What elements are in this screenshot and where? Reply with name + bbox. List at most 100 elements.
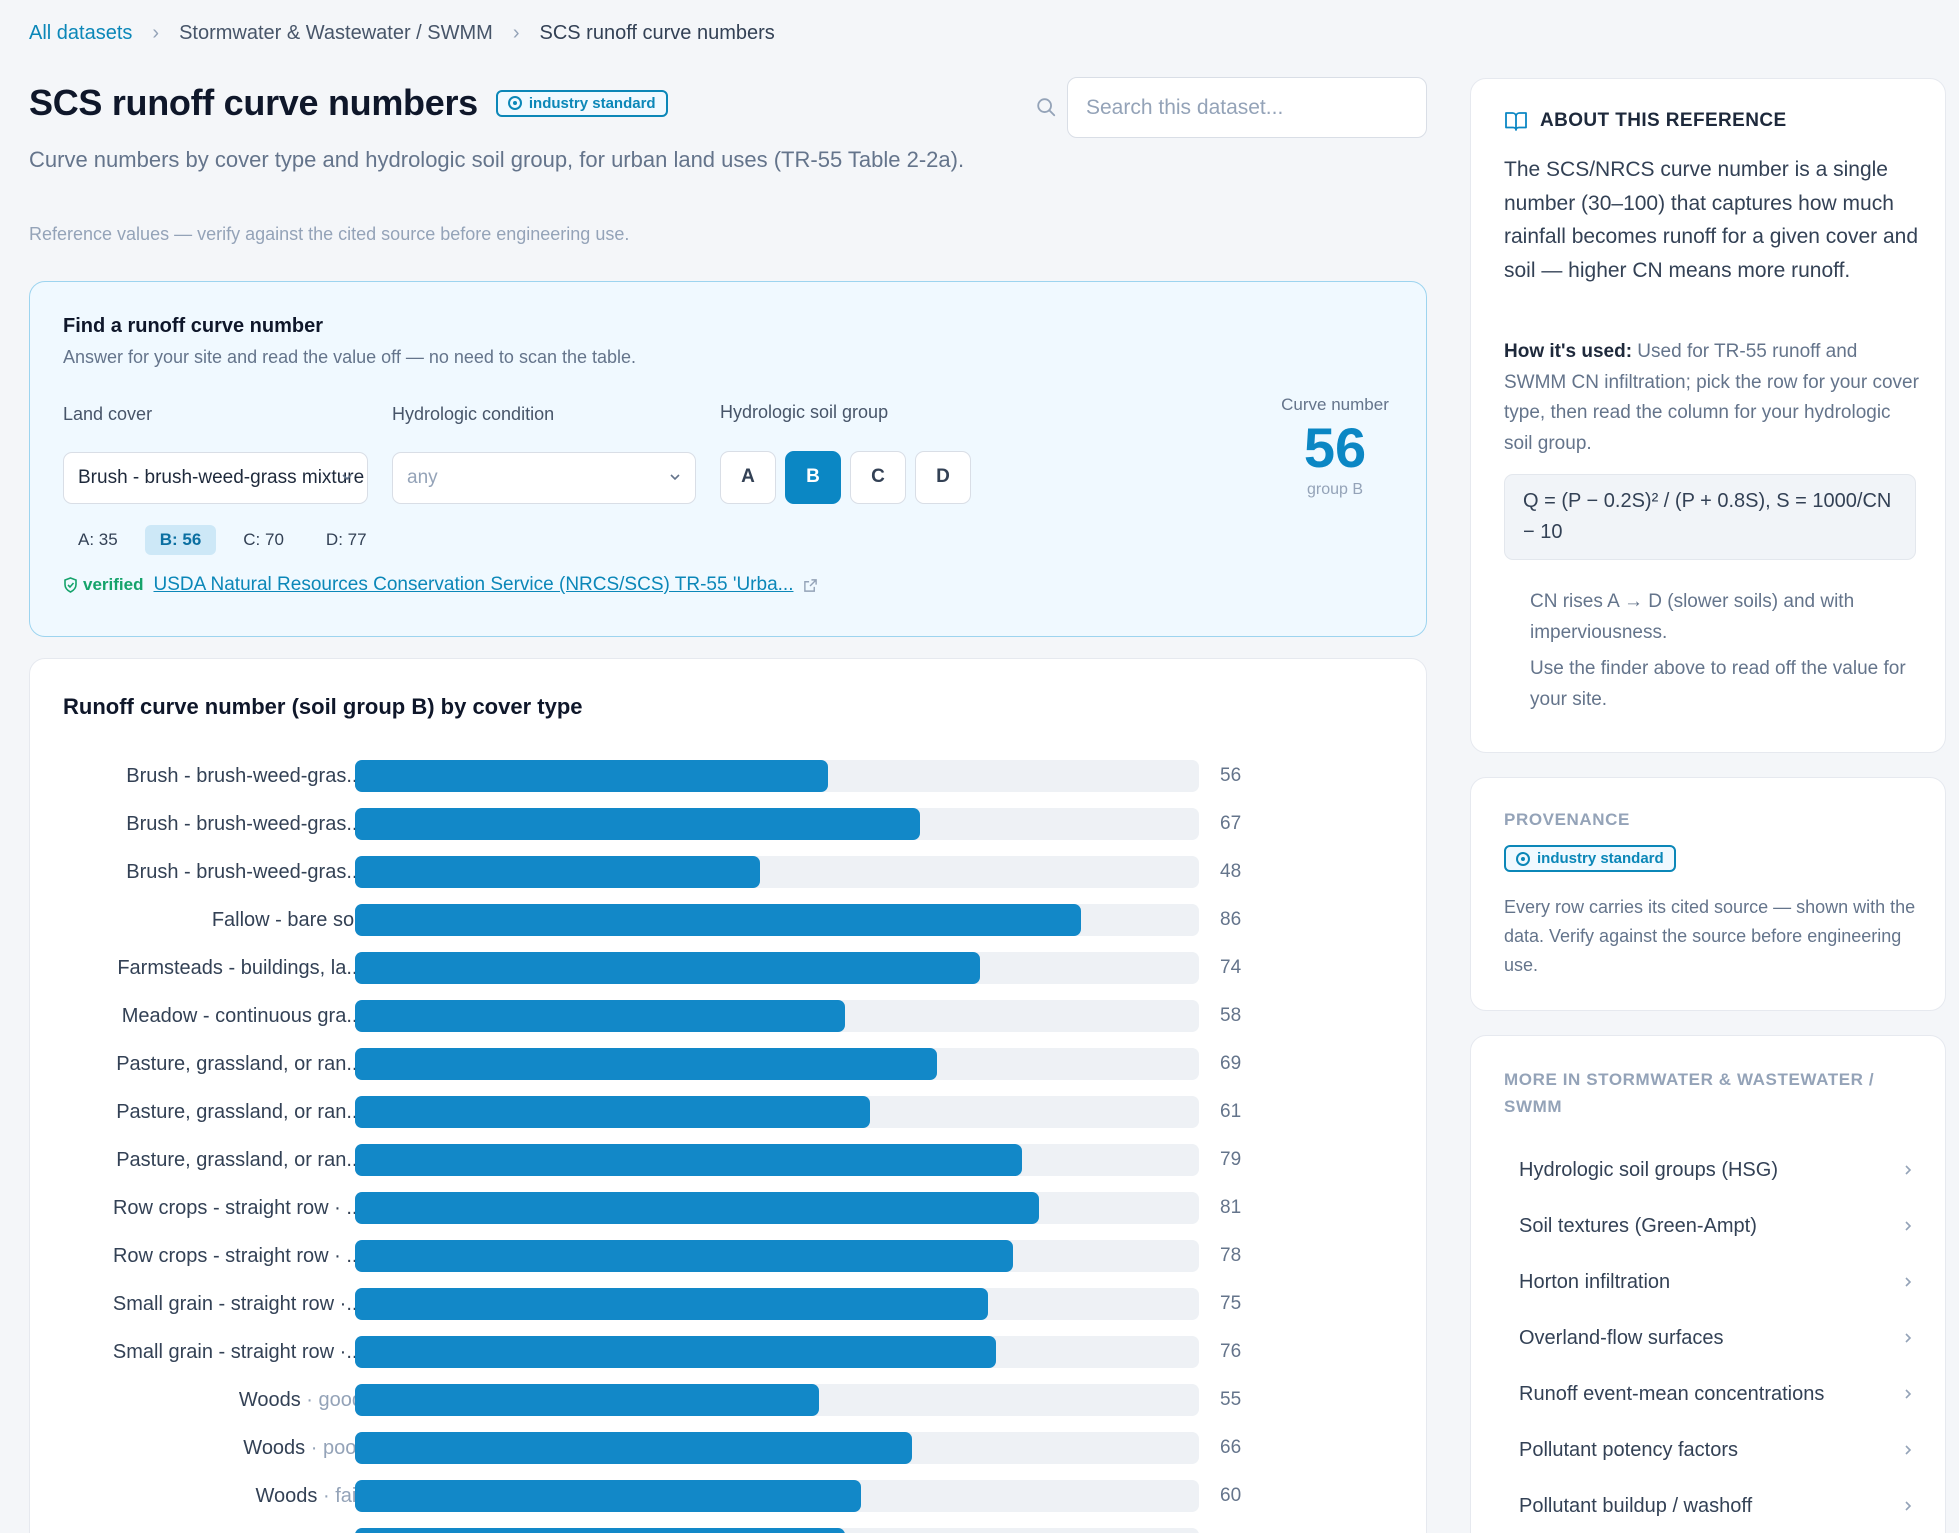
condition-select[interactable]: any (392, 452, 696, 504)
chart-bar (355, 1240, 1013, 1272)
chart-bar-value: 81 (1220, 1197, 1242, 1218)
page-subtitle: Curve numbers by cover type and hydrolog… (29, 147, 965, 172)
soil-group-label: Hydrologic soil group (720, 402, 889, 422)
about-heading: ABOUT THIS REFERENCE (1504, 110, 1787, 132)
chart-category-label: Pasture, grassland, or ran... (63, 1143, 363, 1177)
source-link[interactable]: USDA Natural Resources Conservation Serv… (153, 574, 794, 595)
title-row: SCS runoff curve numbers industry standa… (29, 82, 668, 124)
breadcrumb-root-link[interactable]: All datasets (29, 22, 133, 44)
chart-bar-track (355, 1192, 1199, 1224)
provenance-heading: PROVENANCE (1504, 810, 1630, 829)
chevron-right-icon (1905, 1165, 1912, 1175)
provenance-body: Every row carries its cited source — sho… (1504, 897, 1916, 975)
related-dataset-link[interactable]: Pollutant potency factors (1504, 1426, 1914, 1474)
chart-category-name: Brush - brush-weed-gras... (126, 765, 363, 787)
chart-bar-value: 76 (1220, 1341, 1242, 1362)
about-body: The SCS/NRCS curve number is a single nu… (1504, 158, 1919, 282)
chart-category-label: Woods-grass combination... (63, 1527, 363, 1533)
chip-group-a: A: 35 (78, 530, 118, 549)
chevron-down-icon (342, 474, 352, 481)
chart-bar-row: Row crops - straight row · ... 78 (30, 1239, 1428, 1273)
more-datasets-card: MORE IN STORMWATER & WASTEWATER / SWMM H… (1470, 1035, 1946, 1533)
result-label: Curve number (1281, 395, 1389, 414)
chip-group-b: B: 56 (144, 525, 217, 555)
chart-bar-track (355, 1096, 1199, 1128)
disclaimer: Reference values — verify against the ci… (29, 224, 630, 244)
chart-bar-value: 67 (1220, 813, 1242, 834)
related-dataset-link[interactable]: Soil textures (Green-Ampt) (1504, 1202, 1914, 1250)
chart-category-name: Fallow - bare soil (211, 909, 363, 931)
chart-bar-value: 78 (1220, 1245, 1242, 1266)
soil-group-d-button[interactable]: D (915, 451, 971, 504)
related-dataset-link[interactable]: Horton infiltration (1504, 1258, 1914, 1306)
curve-number-finder: Find a runoff curve number Answer for yo… (29, 281, 1427, 637)
chart-bar-track (355, 856, 1199, 888)
chart-category-name: Brush - brush-weed-gras... (126, 861, 363, 883)
note-cn-rises: CN rises A → D (slower soils) and with i… (1530, 591, 1855, 643)
land-cover-label: Land cover (63, 404, 153, 424)
search-input[interactable] (1067, 77, 1427, 138)
chart-bar-track (355, 1432, 1199, 1464)
chip-group-d: D: 77 (325, 530, 367, 549)
chart-bar-track (355, 760, 1199, 792)
chart-category-label: Woods · fair (63, 1479, 363, 1513)
standard-icon (507, 96, 522, 110)
condition-value: any (407, 467, 438, 488)
chart-bar-row: Farmsteads - buildings, la... 74 (30, 951, 1428, 985)
chart-category-name: Small grain - straight row ·... (112, 1293, 363, 1315)
group-value-chips: A: 35 B: 56 C: 70 D: 77 (63, 525, 382, 555)
chart-bar (355, 1144, 1022, 1176)
verified-label: verified (83, 575, 144, 594)
how-used-text: Used for TR-55 runoff and SWMM CN infilt… (1504, 341, 1919, 454)
chart-category-name: Meadow - continuous gra... (121, 1005, 363, 1027)
chart-category-name: Woods (255, 1485, 318, 1507)
chart-bar (355, 952, 980, 984)
chart-category-name: Row crops - straight row · ... (112, 1245, 363, 1267)
chart-category-label: Brush - brush-weed-gras... (63, 855, 363, 889)
chart-bar-row: Brush - brush-weed-gras... 56 (30, 759, 1428, 793)
chart-bar (355, 1048, 937, 1080)
chevron-right-icon (1905, 1445, 1912, 1455)
chart-bar-value: 61 (1220, 1101, 1242, 1122)
chart-bar (355, 808, 920, 840)
related-dataset-label: Overland-flow surfaces (1519, 1327, 1724, 1349)
breadcrumb-parent-link[interactable]: Stormwater & Wastewater / SWMM (179, 22, 493, 44)
external-link-icon[interactable] (803, 578, 818, 593)
book-open-icon (1505, 112, 1527, 131)
chart-category-separator: · (305, 1437, 323, 1459)
chart-bar-value: 86 (1220, 909, 1242, 930)
related-dataset-link[interactable]: Overland-flow surfaces (1504, 1314, 1914, 1362)
soil-group-b-button[interactable]: B (785, 451, 841, 504)
chart-bar-row: Row crops - straight row · ... 81 (30, 1191, 1428, 1225)
chart-bar-row: Small grain - straight row ·... 76 (30, 1335, 1428, 1369)
chart-bar (355, 1336, 996, 1368)
chart-bar-value: 55 (1220, 1389, 1242, 1410)
chart-bar-track (355, 1528, 1199, 1533)
chart-category-label: Brush - brush-weed-gras... (63, 807, 363, 841)
chart-bar-row: Pasture, grassland, or ran... 69 (30, 1047, 1428, 1081)
chart-bar-value: 58 (1220, 1005, 1242, 1026)
related-dataset-link[interactable]: Pollutant buildup / washoff (1504, 1482, 1914, 1530)
land-cover-select[interactable]: Brush - brush-weed-grass mixture (63, 452, 368, 504)
chevron-right-icon: › (152, 22, 160, 44)
soil-group-c-button[interactable]: C (850, 451, 906, 504)
chart-bar-row: Meadow - continuous gra... 58 (30, 999, 1428, 1033)
how-used: How it's used: Used for TR-55 runoff and… (1504, 337, 1924, 459)
condition-label: Hydrologic condition (392, 404, 555, 424)
chart-bar-track (355, 1048, 1199, 1080)
chart-category-name: Small grain - straight row ·... (112, 1341, 363, 1363)
chart-category-label: Row crops - straight row · ... (63, 1239, 363, 1273)
related-dataset-link[interactable]: Hydrologic soil groups (HSG) (1504, 1146, 1914, 1194)
chart-bar-track (355, 1480, 1199, 1512)
related-dataset-label: Hydrologic soil groups (HSG) (1519, 1159, 1778, 1181)
chart-bar-row: Woods · good 55 (30, 1383, 1428, 1417)
chevron-right-icon (1905, 1389, 1912, 1399)
chart-category-label: Small grain - straight row ·... (63, 1335, 363, 1369)
provenance-badge-label: industry standard (1537, 850, 1664, 867)
chart-category-separator: · (317, 1485, 336, 1507)
soil-group-a-button[interactable]: A (720, 451, 776, 504)
related-dataset-label: Runoff event-mean concentrations (1519, 1383, 1825, 1405)
chart-bar-value: 79 (1220, 1149, 1242, 1170)
related-dataset-link[interactable]: Runoff event-mean concentrations (1504, 1370, 1914, 1418)
